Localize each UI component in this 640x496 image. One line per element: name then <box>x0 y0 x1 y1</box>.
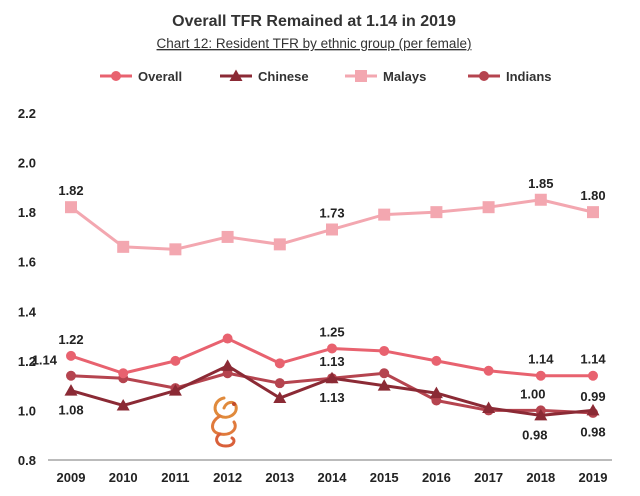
data-label: 1.00 <box>520 386 545 401</box>
data-point <box>379 345 390 356</box>
data-label: 1.08 <box>58 403 83 418</box>
y-tick-label: 1.4 <box>18 304 37 319</box>
data-point <box>483 365 494 376</box>
chart-legend: Overall Chinese Malays Indians <box>100 69 552 84</box>
y-tick-label: 1.2 <box>18 354 36 369</box>
data-point <box>222 333 233 344</box>
legend-item: Overall <box>100 69 182 84</box>
legend-marker-icon <box>229 69 243 81</box>
x-tick-label: 2012 <box>213 470 242 485</box>
x-tick-label: 2015 <box>370 470 399 485</box>
data-point <box>116 398 130 411</box>
data-point <box>534 408 548 421</box>
data-point <box>168 384 182 396</box>
y-tick-label: 1.6 <box>18 255 36 270</box>
data-label: 1.85 <box>528 176 553 191</box>
data-label: 0.98 <box>522 427 547 442</box>
data-point <box>274 378 285 389</box>
data-label: 1.73 <box>319 205 344 220</box>
data-point <box>535 370 546 381</box>
data-point <box>482 201 495 214</box>
x-tick-label: 2018 <box>526 470 555 485</box>
data-point <box>170 355 181 366</box>
data-point <box>221 359 235 371</box>
data-point <box>534 193 547 206</box>
data-point <box>117 240 130 253</box>
legend-item: Indians <box>468 69 552 84</box>
data-label: 0.99 <box>580 389 605 404</box>
y-tick-label: 1.0 <box>18 403 36 418</box>
data-point <box>431 355 442 366</box>
y-tick-label: 2.2 <box>18 106 36 121</box>
x-tick-label: 2013 <box>265 470 294 485</box>
data-point <box>378 208 391 221</box>
chart-axes: 0.8 1.0 1.2 1.4 1.6 1.8 2.0 2.2 2009 2010 2011 2012… <box>18 106 612 485</box>
dragon-watermark-icon <box>211 396 238 448</box>
data-point <box>379 368 390 379</box>
data-point <box>221 230 234 243</box>
data-point <box>273 238 286 251</box>
series-malays <box>65 193 599 256</box>
data-label: 1.13 <box>319 354 344 369</box>
data-label: 1.80 <box>580 188 605 203</box>
series-chinese <box>64 359 600 421</box>
data-point <box>66 350 76 361</box>
data-label: 1.14 <box>528 352 554 367</box>
data-point <box>482 401 496 413</box>
x-tick-label: 2014 <box>318 470 348 485</box>
data-label: 1.22 <box>58 332 83 347</box>
data-labels: 1.82 1.73 1.85 1.80 1.22 1.25 1.14 1.14 1.14 1.08… <box>32 176 607 443</box>
data-label: 1.14 <box>32 353 58 368</box>
y-tick-label: 2.0 <box>18 156 36 171</box>
x-tick-label: 2017 <box>474 470 503 485</box>
data-point <box>327 343 337 354</box>
y-tick-label: 1.8 <box>18 205 36 220</box>
chart-subtitle: Chart 12: Resident TFR by ethnic group (… <box>157 36 472 51</box>
data-point <box>274 358 285 369</box>
data-label: 0.98 <box>580 424 605 439</box>
legend-label: Overall <box>138 69 182 84</box>
x-tick-label: 2011 <box>161 470 189 485</box>
legend-item: Malays <box>345 69 426 84</box>
legend-marker-icon <box>479 71 489 81</box>
x-tick-label: 2019 <box>579 470 608 485</box>
chart-title: Overall TFR Remained at 1.14 in 2019 <box>172 13 456 30</box>
legend-item: Chinese <box>220 69 309 84</box>
data-point <box>65 201 77 214</box>
legend-marker-icon <box>355 70 367 82</box>
data-point <box>586 403 600 416</box>
data-label: 1.82 <box>58 183 83 198</box>
series-layer <box>64 193 600 421</box>
series-overall <box>66 333 598 381</box>
data-point <box>273 391 287 404</box>
x-tick-label: 2016 <box>422 470 451 485</box>
data-point <box>118 368 129 379</box>
legend-label: Indians <box>506 69 552 84</box>
data-point <box>325 371 339 384</box>
data-label: 1.25 <box>319 324 344 339</box>
data-point <box>377 379 391 391</box>
y-tick-label: 0.8 <box>18 453 36 468</box>
x-tick-label: 2009 <box>57 470 86 485</box>
data-label: 1.13 <box>319 390 344 405</box>
data-point <box>429 386 443 399</box>
data-point <box>66 370 76 381</box>
data-point <box>588 370 598 381</box>
x-tick-label: 2010 <box>109 470 138 485</box>
data-point <box>587 206 599 219</box>
data-point <box>169 243 182 256</box>
legend-marker-icon <box>111 71 121 81</box>
legend-label: Chinese <box>258 69 309 84</box>
data-point <box>430 206 443 219</box>
data-label: 1.14 <box>580 352 606 367</box>
data-point <box>326 223 338 236</box>
data-point <box>64 384 78 396</box>
legend-label: Malays <box>383 69 426 84</box>
